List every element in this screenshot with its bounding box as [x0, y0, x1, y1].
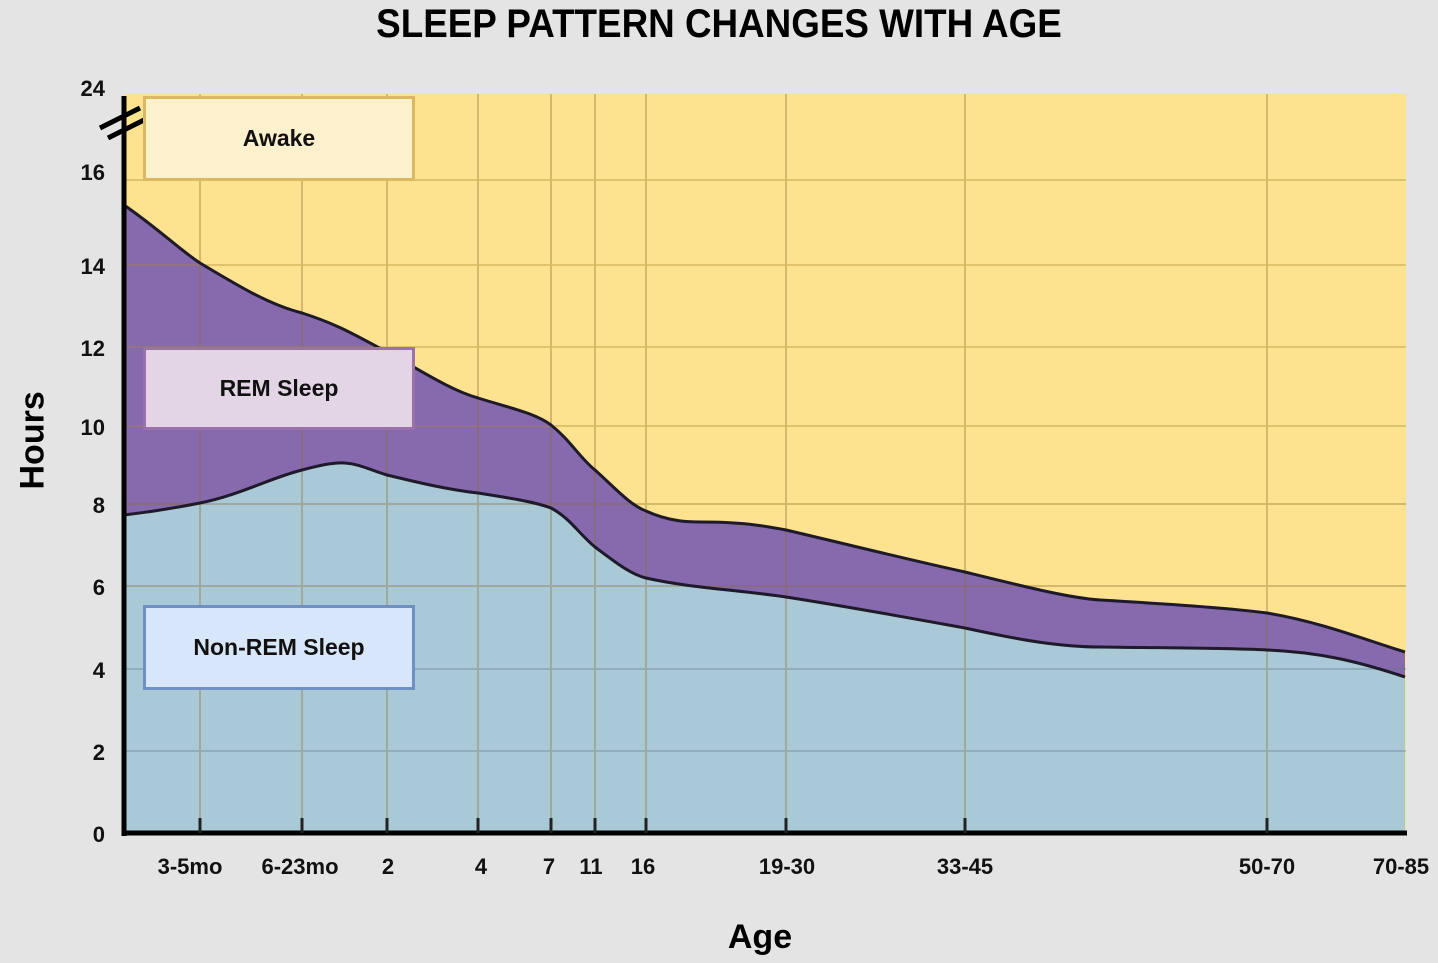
- y-tick-6: 6: [92, 575, 105, 600]
- y-tick-0: 0: [92, 822, 105, 847]
- y-tick-12: 12: [80, 336, 105, 361]
- y-tick-24: 24: [80, 76, 105, 101]
- x-tick-16: 16: [630, 854, 656, 879]
- nrem-curve: [123, 461, 1406, 679]
- x-tick-marks: [198, 818, 1269, 833]
- x-axis-label: Age: [727, 918, 793, 956]
- x-tick-33-45: 33-45: [936, 854, 994, 879]
- axis-break-icon: [98, 105, 146, 141]
- y-tick-8: 8: [92, 493, 105, 518]
- x-tick-11: 11: [579, 854, 603, 879]
- x-tick-50-70: 50-70: [1238, 854, 1296, 879]
- x-tick-3-5mo: 3-5mo: [157, 854, 223, 879]
- x-tick-70-85: 70-85: [1372, 854, 1430, 879]
- y-tick-16: 16: [80, 160, 105, 185]
- legend-rem-sleep: REM Sleep: [143, 347, 415, 430]
- x-tick-2: 2: [381, 854, 395, 879]
- x-tick-6-23mo: 6-23mo: [261, 854, 339, 879]
- y-tick-14: 14: [80, 254, 105, 279]
- x-tick-19-30: 19-30: [758, 854, 816, 879]
- legend-awake: Awake: [143, 96, 415, 181]
- nrem-area: [124, 462, 1405, 834]
- y-tick-4: 4: [92, 658, 105, 683]
- x-tick-4: 4: [474, 854, 488, 879]
- chart-title: SLEEP PATTERN CHANGES WITH AGE: [376, 2, 1062, 46]
- y-axis-label: Hours: [13, 391, 52, 490]
- gridlines: [124, 94, 1406, 834]
- total-sleep-curve: [123, 203, 1406, 654]
- legend-non-rem-sleep: Non-REM Sleep: [143, 605, 415, 690]
- y-tick-10: 10: [80, 415, 105, 440]
- x-tick-7: 7: [542, 854, 556, 879]
- y-tick-2: 2: [92, 740, 105, 765]
